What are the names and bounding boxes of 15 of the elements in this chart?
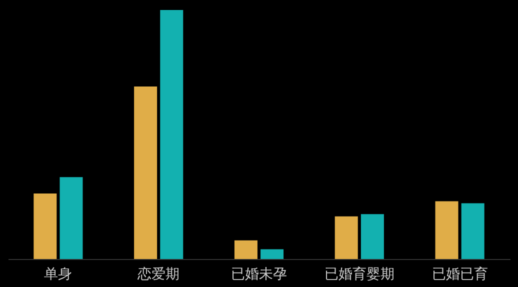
bar [134, 86, 158, 259]
bar [260, 249, 284, 259]
x-tick-label: 恋爱期 [136, 266, 180, 282]
bar [360, 214, 384, 259]
bar [34, 194, 57, 259]
bar [160, 10, 184, 259]
x-tick-label: 已婚育婴期 [324, 266, 394, 282]
bar [461, 203, 484, 259]
bar [334, 216, 358, 259]
bar [234, 240, 258, 259]
bar [435, 201, 458, 259]
x-tick-label: 已婚已育 [432, 266, 488, 282]
bar [60, 177, 83, 259]
x-tick-label: 单身 [44, 266, 72, 282]
x-tick-label: 已婚未孕 [231, 266, 287, 282]
